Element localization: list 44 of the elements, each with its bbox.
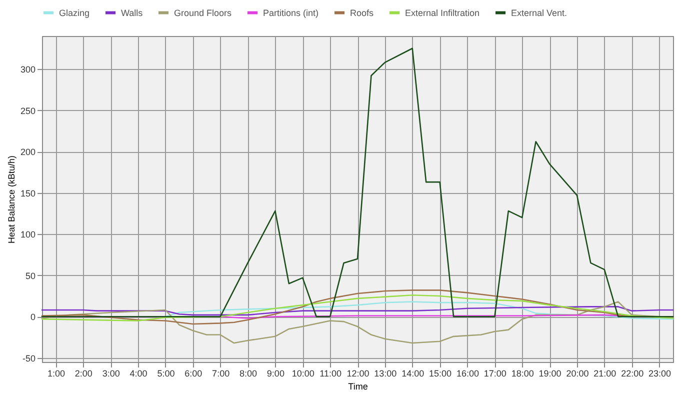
legend-label: Roofs [350,8,374,18]
y-tick-label: 100 [20,230,36,240]
x-tick-label: 18:00 [511,368,534,378]
y-tick-label: 250 [20,106,36,116]
line-series [41,294,674,322]
x-tick-label: 13:00 [374,368,397,378]
line-series [41,301,674,344]
x-tick-label: 10:00 [292,368,314,378]
x-tick-label: 3:00 [102,368,120,378]
legend-label: External Infiltration [405,8,480,18]
x-tick-label: 23:00 [648,368,672,378]
legend-label: Partitions (int) [263,8,319,18]
x-tick-label: 17:00 [484,368,506,378]
x-tick-label: 2:00 [74,368,92,378]
x-tick-label: 9:00 [266,368,284,378]
x-tick-label: 8:00 [239,368,258,378]
x-tick-label: 16:00 [456,368,480,378]
legend-label: Ground Floors [174,8,232,18]
y-tick-label: 150 [20,188,36,198]
y-tick-label: 0 [30,312,36,322]
x-tick-label: 22:00 [621,368,644,378]
x-tick-label: 12:00 [346,368,370,378]
y-axis-title: Heat Balance (kBtu/h) [6,155,16,244]
x-tick-label: 4:00 [130,368,148,378]
legend-label: Walls [121,8,144,18]
y-tick-label: 50 [25,270,36,281]
x-tick-label: 7:00 [212,368,230,378]
x-tick-label: 1:00 [47,368,65,378]
line-series [41,306,674,316]
x-tick-label: 11:00 [320,368,342,378]
x-tick-label: 20:00 [566,368,589,378]
x-tick-label: 14:00 [402,368,424,378]
y-tick-label: 300 [20,64,36,75]
line-series [41,48,674,318]
x-tick-label: 15:00 [429,368,452,378]
x-tick-label: 6:00 [184,368,202,378]
y-tick-label: 200 [20,147,36,158]
x-tick-label: 21:00 [594,368,616,378]
legend-label: Glazing [59,8,90,18]
legend-label: External Vent. [511,8,568,18]
x-tick-label: 5:00 [157,368,175,378]
y-tick-label: -50 [22,353,36,364]
x-tick-label: 19:00 [538,368,562,378]
x-axis-title: Time [348,382,368,392]
